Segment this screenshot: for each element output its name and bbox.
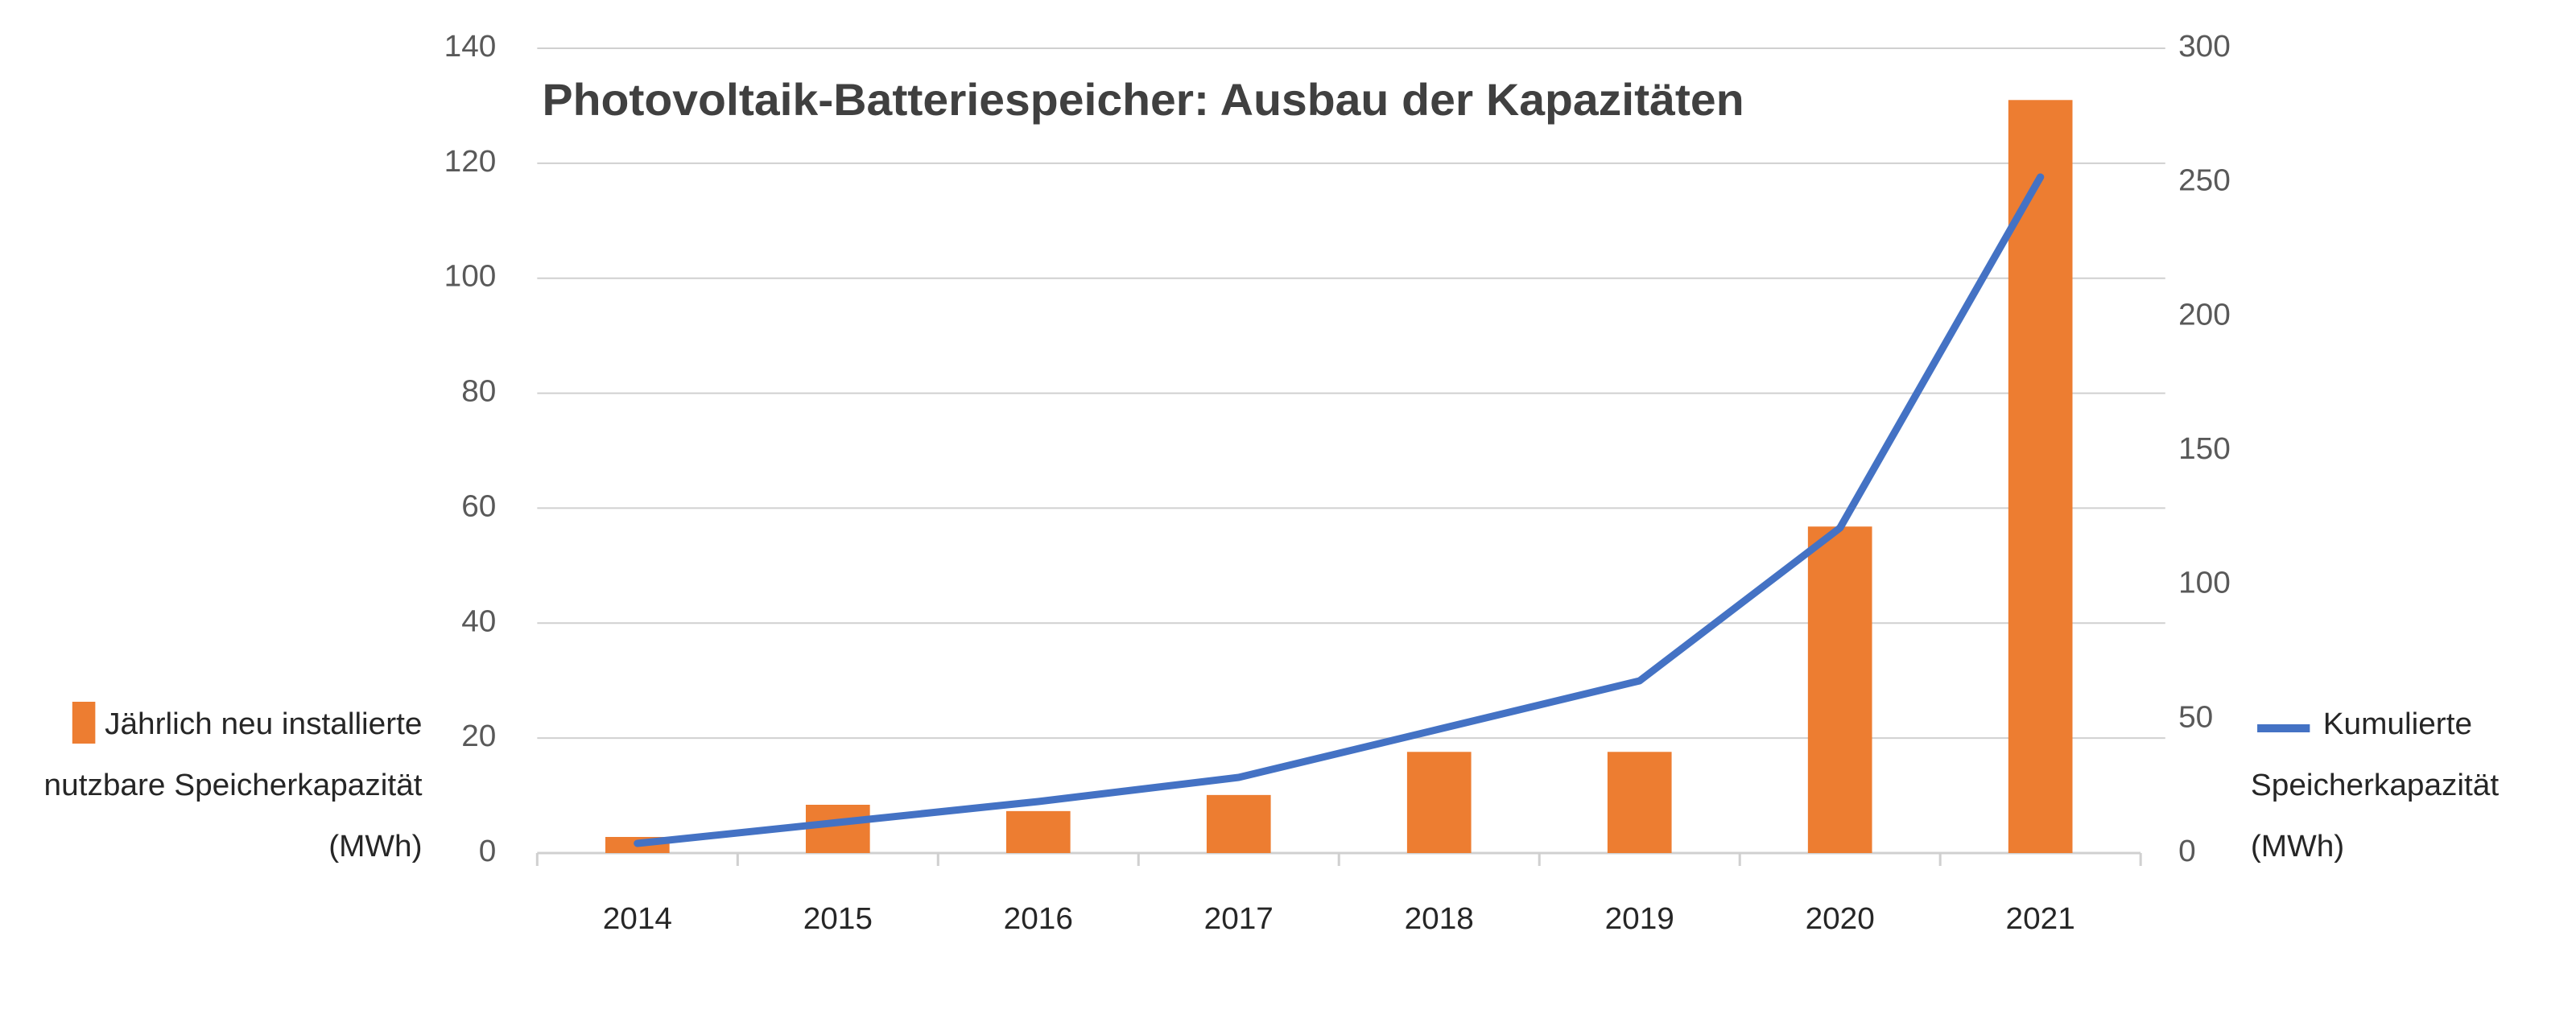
x-tick-label: 2019 xyxy=(1605,901,1674,936)
legend-swatch xyxy=(72,702,95,744)
legend-label: Jährlich neu installierte nutzbare Speic… xyxy=(43,708,423,864)
y-tick-label: 0 xyxy=(479,834,497,868)
y-tick-label: 20 xyxy=(461,719,496,754)
bar xyxy=(2008,100,2073,854)
bar xyxy=(1005,810,1071,853)
x-tick-label: 2017 xyxy=(1204,901,1274,936)
y2-tick-label: 300 xyxy=(2178,29,2231,64)
bar xyxy=(805,805,870,853)
bar xyxy=(1406,752,1472,853)
y2-tick-label: 250 xyxy=(2178,163,2231,198)
x-tick-label: 2021 xyxy=(2006,901,2075,936)
line xyxy=(634,173,2045,847)
y-tick-label: 120 xyxy=(444,144,497,179)
bar xyxy=(1807,526,1872,853)
legend-bar: Jährlich neu installierte nutzbare Speic… xyxy=(33,695,423,879)
y2-tick-label: 0 xyxy=(2178,834,2196,868)
bar xyxy=(1206,794,1271,853)
y-tick-label: 60 xyxy=(461,489,496,524)
bar xyxy=(1607,752,1672,853)
x-tick-label: 2015 xyxy=(803,901,873,936)
x-tick-label: 2014 xyxy=(603,901,672,936)
y2-tick-label: 150 xyxy=(2178,431,2231,466)
y-tick-label: 80 xyxy=(461,374,496,409)
y2-tick-label: 50 xyxy=(2178,700,2213,735)
y2-tick-label: 200 xyxy=(2178,298,2231,332)
x-tick-label: 2020 xyxy=(1806,901,1875,936)
y-tick-label: 100 xyxy=(444,259,497,294)
legend-label: Kumulierte Speicherkapazität (MWh) xyxy=(2250,708,2500,864)
chart-title: Photovoltaik-Batteriespeicher: Ausbau de… xyxy=(542,74,1744,124)
x-tick-label: 2018 xyxy=(1405,901,1474,936)
y-tick-label: 140 xyxy=(444,29,497,64)
legend-line: Kumulierte Speicherkapazität (MWh) xyxy=(2251,695,2514,879)
y-tick-label: 40 xyxy=(461,604,496,639)
y2-tick-label: 100 xyxy=(2178,566,2231,600)
x-tick-label: 2016 xyxy=(1004,901,1073,936)
legend-swatch xyxy=(2257,724,2310,732)
